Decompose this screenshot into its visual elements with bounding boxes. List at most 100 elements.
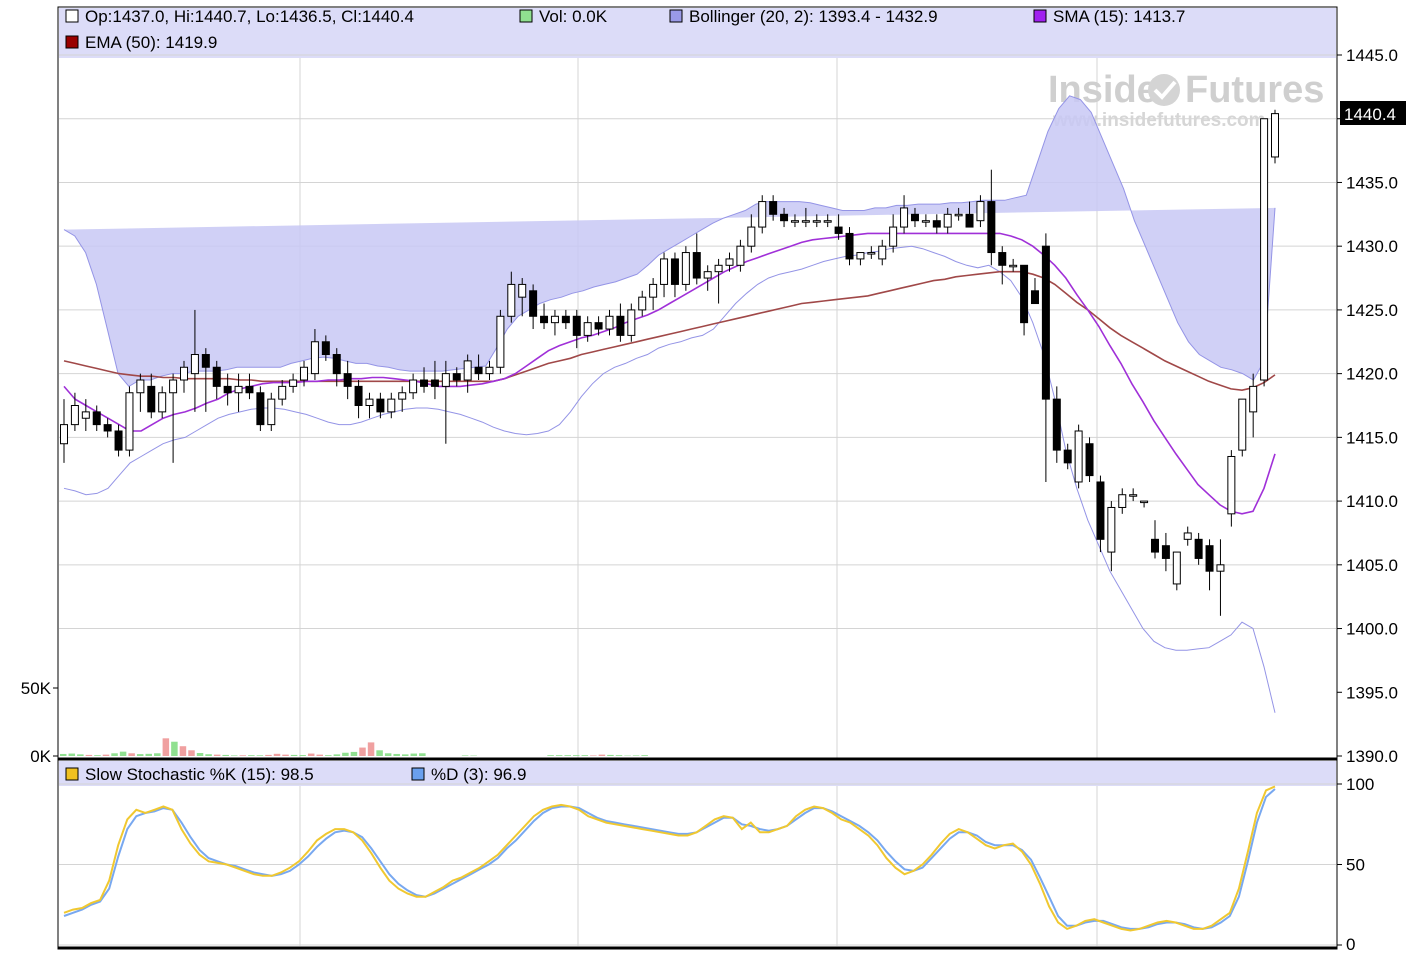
candle-body	[497, 316, 504, 367]
legend-swatch	[66, 10, 78, 22]
candle-body	[835, 227, 842, 233]
volume-bar	[111, 753, 118, 756]
candle-body	[366, 399, 373, 405]
candle-body	[486, 367, 493, 373]
volume-bar	[564, 755, 571, 756]
legend-swatch	[412, 768, 424, 780]
candle-body	[355, 386, 362, 405]
volume-bar	[299, 755, 306, 756]
last-price-label: 1440.4	[1344, 105, 1396, 124]
volume-bar	[462, 755, 469, 756]
volume-bar	[633, 755, 640, 756]
candle-body	[781, 214, 788, 220]
price-tick-label: 1405.0	[1346, 556, 1398, 575]
volume-bar	[180, 746, 187, 756]
candle-body	[431, 380, 438, 386]
candle-body	[813, 221, 820, 223]
volume-bar	[419, 753, 426, 756]
price-tick-label: 1430.0	[1346, 237, 1398, 256]
candle-body	[748, 227, 755, 246]
stoch-tick-label: 0	[1346, 935, 1355, 951]
candle-body	[999, 253, 1006, 266]
price-tick-label: 1400.0	[1346, 620, 1398, 639]
candle-body	[126, 393, 133, 450]
candle-body	[170, 380, 177, 393]
price-tick-label: 1390.0	[1346, 747, 1398, 766]
candle-body	[191, 355, 198, 374]
candle	[1086, 437, 1093, 482]
price-tick-label: 1415.0	[1346, 428, 1398, 447]
candle-body	[1217, 565, 1224, 571]
volume-bar	[60, 754, 67, 756]
volume-bar	[599, 755, 606, 756]
candle-body	[93, 412, 100, 425]
volume-bar	[146, 754, 153, 756]
legend-item-text: Slow Stochastic %K (15): 98.5	[85, 765, 314, 784]
candle-body	[333, 355, 340, 374]
legend-item-text: Vol: 0.0K	[539, 7, 608, 26]
volume-bar	[393, 754, 400, 756]
candle-body	[377, 399, 384, 412]
candle-body	[1272, 114, 1279, 157]
candle-body	[399, 393, 406, 399]
legend-item-text: SMA (15): 1413.7	[1053, 7, 1185, 26]
candle-body	[1239, 399, 1246, 450]
volume-bar	[282, 755, 289, 756]
candle	[1272, 110, 1279, 164]
candle-body	[202, 355, 209, 368]
candle-body	[148, 386, 155, 411]
price-tick-label: 1395.0	[1346, 683, 1398, 702]
candle-body	[901, 208, 908, 227]
candle	[1261, 119, 1268, 387]
candle-body	[508, 284, 515, 316]
volume-bar	[257, 755, 264, 756]
candle-body	[595, 323, 602, 329]
candle-body	[1108, 507, 1115, 552]
stoch-legend: Slow Stochastic %K (15): 98.5%D (3): 96.…	[66, 765, 526, 784]
volume-bar	[137, 754, 144, 756]
price-panel: Inside Futures www.insidefutures.com Op:…	[58, 7, 1337, 759]
candle-body	[617, 316, 624, 335]
legend-swatch	[66, 768, 78, 780]
price-tick-label: 1420.0	[1346, 365, 1398, 384]
candle-body	[464, 361, 471, 380]
candle-body	[606, 316, 613, 329]
candle-body	[1195, 539, 1202, 558]
candle-body	[137, 380, 144, 393]
volume-bar	[616, 755, 623, 756]
candle-body	[344, 374, 351, 387]
candle-body	[933, 221, 940, 227]
volume-bar	[582, 755, 589, 756]
volume-bar	[291, 755, 298, 756]
price-tick-label: 1410.0	[1346, 492, 1398, 511]
candle-body	[159, 393, 166, 412]
volume-bar	[556, 755, 563, 756]
candle-body	[922, 221, 929, 223]
candle-body	[671, 259, 678, 284]
candle-body	[1042, 246, 1049, 399]
candle-body	[977, 202, 984, 221]
volume-bar	[231, 755, 238, 756]
candle-body	[584, 323, 591, 336]
volume-tick-label: 0K	[30, 747, 51, 766]
volume-bar	[69, 754, 76, 756]
candle	[257, 386, 264, 431]
legend-swatch	[66, 36, 78, 48]
candle-body	[257, 393, 264, 425]
volume-bar	[222, 755, 229, 756]
candle-body	[279, 386, 286, 399]
candle-body	[442, 374, 449, 387]
candle-body	[115, 431, 122, 450]
candle-body	[235, 386, 242, 392]
candle-body	[573, 316, 580, 335]
candle-body	[1206, 546, 1213, 571]
volume-bar	[402, 754, 409, 756]
candle-body	[551, 316, 558, 322]
volume-bar	[342, 753, 349, 756]
candle-body	[410, 380, 417, 393]
volume-bar	[547, 755, 554, 756]
price-tick-label: 1445.0	[1346, 46, 1398, 65]
candle	[682, 246, 689, 291]
candle-body	[770, 202, 777, 215]
